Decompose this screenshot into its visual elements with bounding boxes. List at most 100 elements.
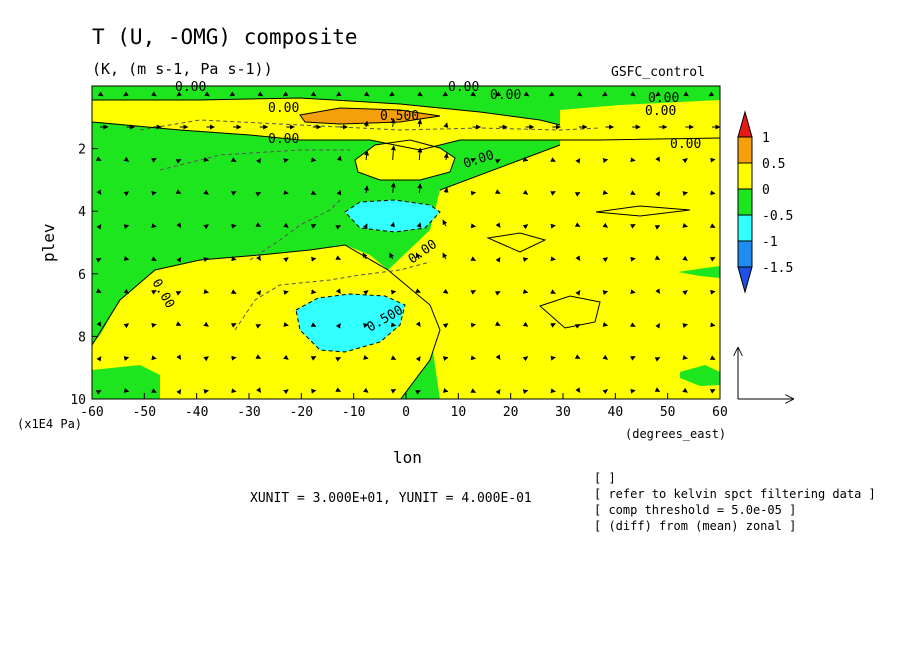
contour-label: 0.00 [645,104,676,119]
wind-vector [495,91,502,97]
wind-vector [336,91,342,97]
wind-vector [283,290,289,296]
wind-vector [548,91,555,97]
wind-vector [255,222,262,227]
wind-vector [630,322,636,327]
wind-vector [443,122,449,128]
wind-vector [602,189,609,195]
wind-vector [364,150,370,161]
wind-vector [470,158,476,163]
wind-vector [257,91,264,97]
wind-vector [204,91,210,97]
wind-vector [335,387,341,392]
x-tick-label: -10 [342,405,365,420]
contour-label: 0.00 [490,88,521,103]
run-label: GSFC_control [611,65,705,80]
contour-label: 0.00 [648,91,679,106]
wind-vector [682,222,688,228]
wind-vector [602,222,608,228]
field-cyan-upper [345,200,440,232]
colorbar-swatch [737,266,753,294]
wind-vector [655,288,661,294]
wind-vector [630,190,636,195]
wind-vector [231,223,237,229]
wind-vector [283,189,289,195]
wind-vector [602,290,609,296]
wind-vector [363,120,369,128]
wind-vector [256,158,262,164]
wind-vector [255,324,262,329]
wind-vector [335,225,341,230]
wind-vector [390,118,396,128]
wind-vector [522,156,529,162]
colorbar-swatch [737,240,753,268]
wind-vector [654,225,661,230]
wind-vector [362,223,368,230]
wind-vector [709,389,716,394]
wind-vector [442,323,449,329]
y-tick-label: 10 [70,393,86,408]
field-cyan-lower [296,294,405,352]
colorbar-label: -1 [762,235,778,250]
colorbar-swatch [737,136,753,164]
wind-vector [470,190,477,196]
wind-vector [230,289,237,294]
wind-vector [442,288,449,294]
wind-vector [682,191,688,197]
wind-vector [335,323,341,329]
wind-vector [442,387,449,393]
x-units: (degrees_east) [625,427,726,441]
wind-vector [310,356,317,361]
wind-vector [151,223,157,229]
wind-vector [151,355,157,361]
wind-vector [362,290,369,296]
wind-vector [682,255,688,261]
wind-vector [709,223,716,228]
wind-vector [151,388,157,393]
wind-vector [123,323,130,329]
wind-vector [123,387,130,393]
wind-vector [654,357,661,362]
wind-vector [630,356,636,361]
wind-vector [363,323,369,329]
wind-vector [283,257,289,263]
wind-vector [709,257,716,262]
wind-vector [203,288,209,294]
x-tick-label: 60 [712,405,728,420]
field-yellow-upper [92,98,560,150]
wind-vector [230,323,237,328]
wind-vector [522,321,529,327]
colorbar-swatch [737,162,753,190]
wind-vector [550,191,556,196]
x-tick-label: 50 [660,405,676,420]
wind-vector [654,255,661,260]
wind-vector [175,159,182,164]
wind-vector [442,219,448,227]
wind-vector [95,288,102,293]
wind-vector [682,354,688,360]
wind-vector [123,156,130,162]
wind-vector [630,91,636,97]
wind-vector [655,156,661,162]
wind-vector [176,222,182,228]
wind-vector [470,91,476,97]
wind-vector [522,257,529,263]
wind-vector [335,288,341,294]
wind-vector [655,323,661,329]
reference-vector [738,348,793,399]
wind-vector [231,355,237,361]
y-axis: 2 4 6 8 10 [70,143,98,408]
wind-vector [390,389,397,394]
wind-vector [310,224,317,229]
wind-vector [655,191,661,197]
wind-vector [203,356,209,362]
wind-vector [151,190,157,196]
colorbar-label: 0 [762,183,770,198]
wind-vector [630,224,636,229]
wind-vector [495,222,501,228]
colorbar-label: 0.5 [762,157,785,172]
wind-vector [255,192,262,197]
wind-vector [176,389,182,395]
wind-vector [310,190,317,195]
